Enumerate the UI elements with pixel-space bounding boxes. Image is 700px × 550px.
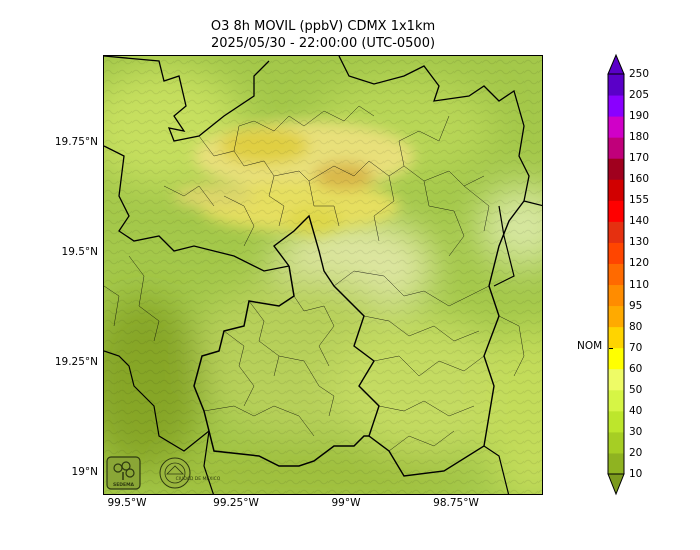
cdmx-logo: CIUDAD DE MÉXICO xyxy=(159,457,221,489)
colorbar-tick-label: 140 xyxy=(629,215,650,228)
colorbar-segment xyxy=(608,410,624,433)
colorbar-tick-label: 20 xyxy=(629,446,643,459)
colorbar-segment xyxy=(608,347,624,370)
lon-label-99: 99°W xyxy=(331,497,361,509)
colorbar-segment xyxy=(608,200,624,222)
colorbar-tick-label: 60 xyxy=(629,362,643,375)
map-subtitle-datetime: 2025/05/30 - 22:00:00 (UTC-0500) xyxy=(210,36,436,51)
colorbar-tick-label: 190 xyxy=(629,110,650,123)
colorbar-segment xyxy=(608,263,624,286)
colorbar-segment xyxy=(608,389,624,412)
sedema-logo: SEDEMA xyxy=(106,456,141,490)
colorbar-segment xyxy=(608,431,624,454)
lon-label-99-5: 99.5°W xyxy=(107,497,147,509)
colorbar-tick-label: 70 xyxy=(629,341,643,354)
colorbar-segment xyxy=(608,179,624,201)
lat-label-19: 19°N xyxy=(71,466,98,478)
colorbar-tick-label: 250 xyxy=(629,68,650,80)
colorbar xyxy=(607,53,625,496)
colorbar-segment xyxy=(608,158,624,180)
colorbar-tick-label: 205 xyxy=(629,89,650,102)
municipal-boundaries xyxy=(104,56,542,494)
nom-label: NOM xyxy=(577,339,603,352)
colorbar-tick-label: 120 xyxy=(629,257,650,270)
terrain-relief xyxy=(104,56,542,494)
colorbar-tick-label: 80 xyxy=(629,320,643,333)
map-title: O3 8h MOVIL (ppbV) CDMX 1x1km xyxy=(210,19,436,34)
lat-label-19-25: 19.25°N xyxy=(54,356,98,368)
colorbar-tick-label: 95 xyxy=(629,299,643,312)
delegation-boundaries xyxy=(104,105,525,452)
colorbar-segment xyxy=(608,326,624,349)
lon-label-99-25: 99.25°W xyxy=(213,497,259,509)
lon-label-98-75: 98.75°W xyxy=(433,497,479,509)
colorbar-min-arrow xyxy=(607,473,625,496)
colorbar-tick-label: 50 xyxy=(629,383,643,396)
colorbar-tick-label: 180 xyxy=(629,131,650,144)
colorbar-tick-label: 30 xyxy=(629,425,643,438)
colorbar-segments xyxy=(608,74,624,475)
sedema-logo-text: SEDEMA xyxy=(113,482,135,488)
colorbar-tick-label: 160 xyxy=(629,173,650,186)
colorbar-tick-label: 110 xyxy=(629,278,650,291)
lat-label-19-75: 19.75°N xyxy=(54,136,98,148)
colorbar-tick-label: 10 xyxy=(629,468,643,480)
colorbar-segment xyxy=(608,221,624,243)
colorbar-tick-label: 170 xyxy=(629,152,650,165)
colorbar-segment xyxy=(608,452,624,475)
colorbar-segment xyxy=(608,368,624,391)
colorbar-segment xyxy=(608,116,624,138)
colorbar-max-arrow xyxy=(607,53,625,75)
cdmx-logo-text: CIUDAD DE MÉXICO xyxy=(176,474,221,482)
ozone-map: SEDEMA CIUDAD DE MÉXICO xyxy=(104,56,542,494)
colorbar-frame xyxy=(607,73,625,475)
colorbar-segment xyxy=(608,284,624,307)
colorbar-segment xyxy=(608,74,624,96)
lat-label-19-5: 19.5°N xyxy=(61,246,98,258)
colorbar-tick-label: 40 xyxy=(629,404,643,417)
nom-tick-mark xyxy=(609,347,613,349)
map-panel[interactable]: SEDEMA CIUDAD DE MÉXICO xyxy=(103,55,543,495)
colorbar-segment xyxy=(608,305,624,328)
colorbar-segment xyxy=(608,95,624,117)
colorbar-segment xyxy=(608,242,624,264)
colorbar-tick-label: 155 xyxy=(629,194,650,207)
colorbar-tick-label: 130 xyxy=(629,236,650,249)
colorbar-segment xyxy=(608,137,624,159)
